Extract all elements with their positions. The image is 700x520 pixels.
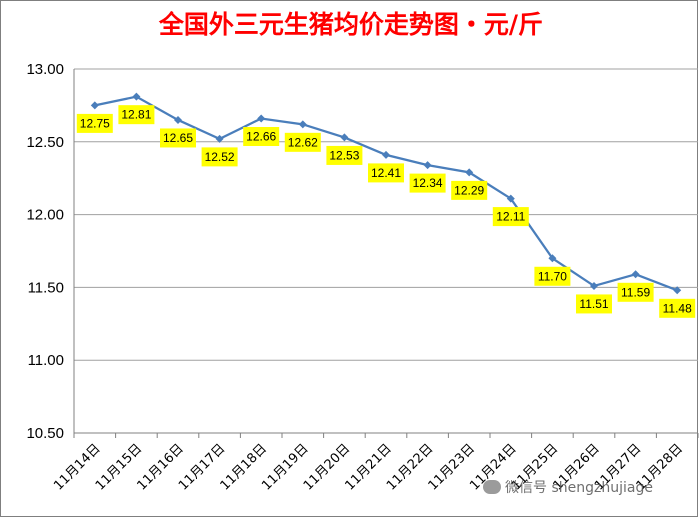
data-point [257,114,266,123]
data-label: 11.48 [663,301,692,315]
watermark-text: 微信号 shengzhujiage [505,480,653,496]
data-label: 11.70 [538,269,567,283]
y-tick-label: 11.50 [28,279,64,296]
data-label: 12.75 [80,116,110,130]
data-label-bg [409,173,446,193]
watermark: 微信号 shengzhujiage [483,477,653,497]
data-point [631,270,640,279]
data-label: 12.62 [288,135,318,149]
data-label-bg [284,132,321,152]
data-point [174,115,182,124]
data-point [298,120,307,129]
data-label-bg [368,163,404,183]
data-point [673,286,682,295]
data-label: 12.29 [454,183,484,197]
data-point [90,101,99,110]
series-line [94,95,678,292]
data-label: 11.59 [621,285,650,299]
data-label: 12.53 [329,148,359,162]
data-label-bg [534,266,571,286]
data-label: 12.34 [413,176,443,190]
y-tick-label: 12.50 [26,134,64,151]
data-point [382,150,390,159]
data-point [215,134,224,143]
data-point [506,194,515,203]
data-label-bg [201,147,238,167]
data-label: 12.11 [496,210,525,224]
data-label-bg [451,180,488,200]
data-label-bg [76,113,113,133]
data-label-bg [326,145,363,165]
data-label-bg [118,105,155,125]
data-label: 12.65 [163,131,193,145]
y-tick-label: 10.50 [26,425,64,442]
data-label: 12.66 [246,130,276,144]
y-tick-label: 13.00 [26,61,64,78]
data-label: 12.41 [371,166,401,180]
data-label-bg [659,298,696,318]
chart-title: 全国外三元生猪均价走势图・元/斤 [158,10,544,39]
data-label-bg [492,207,529,227]
data-label-bg [576,294,612,314]
data-label: 12.81 [121,108,151,122]
data-label: 12.52 [205,150,235,164]
data-point [465,168,474,177]
data-label-bg [617,282,654,302]
data-point [590,281,598,290]
y-tick-label: 12.00 [26,207,64,224]
y-tick-label: 11.00 [28,352,64,369]
data-label-bg [160,128,196,148]
wechat-icon [483,480,501,494]
data-point [132,92,141,101]
data-label-bg [243,127,280,147]
data-point [423,161,432,170]
data-label: 11.51 [579,297,608,311]
data-point [340,133,349,142]
data-point [548,254,557,263]
